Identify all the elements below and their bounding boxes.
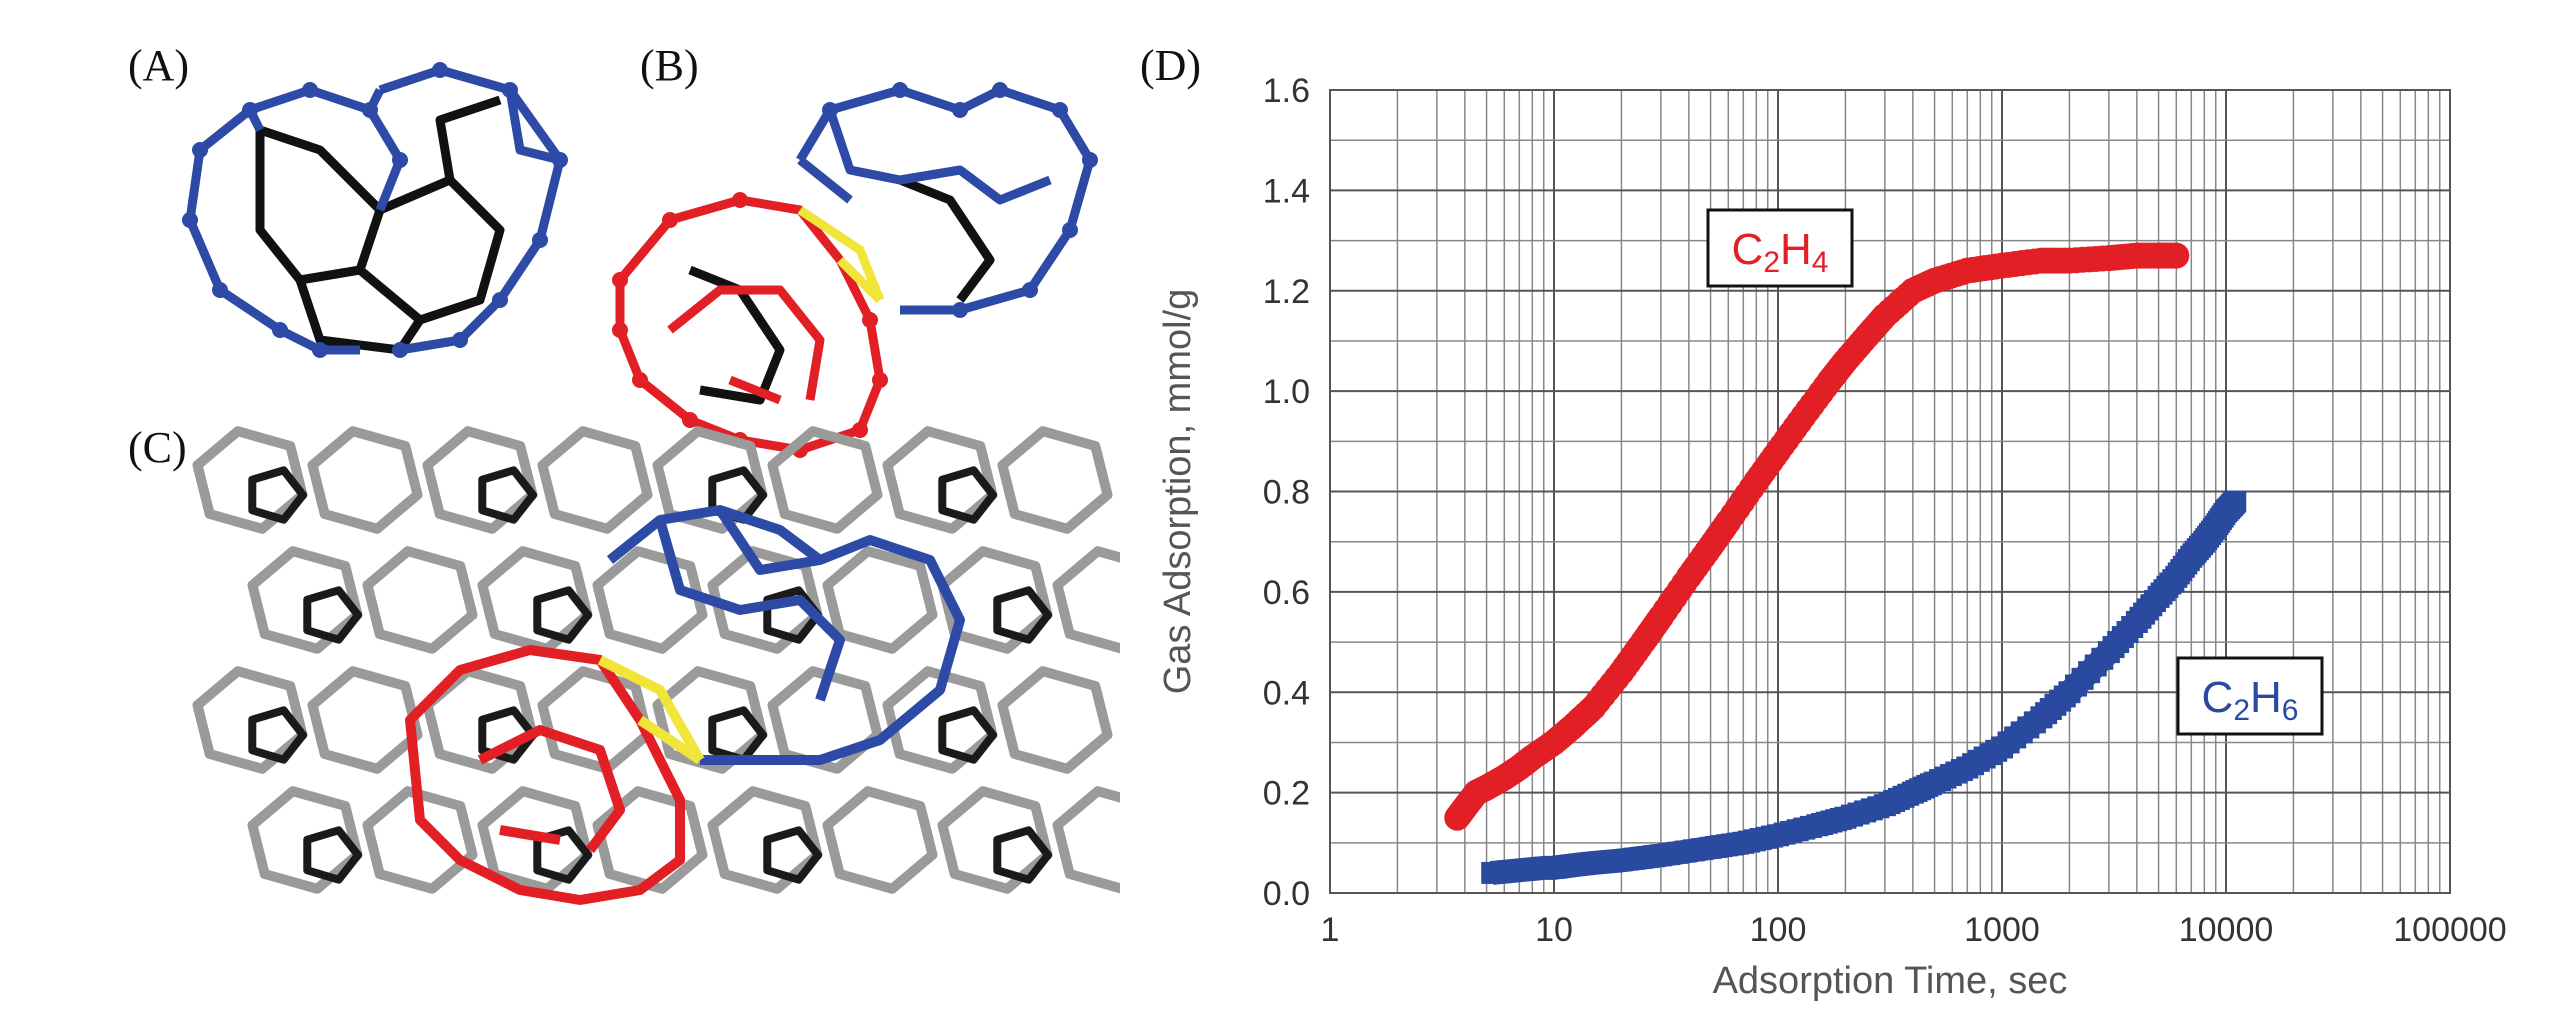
lattice-ring — [592, 546, 708, 654]
lattice-ring — [192, 666, 308, 774]
series-C2H4 — [1444, 242, 2190, 831]
y-tick-label: 0.8 — [1263, 474, 1310, 512]
lattice-ring — [422, 426, 538, 534]
lattice-ring — [247, 546, 363, 654]
x-tick-label: 1 — [1321, 911, 1340, 949]
lattice-ring — [767, 426, 883, 534]
series-label-text: C2H4 — [1732, 225, 1829, 279]
panel-label-d: (D) — [1140, 41, 1202, 90]
lattice-ring-inner — [533, 586, 592, 644]
panel-label-c: (C) — [128, 423, 187, 472]
lattice-ring-inner — [763, 826, 822, 884]
series-label-C2H4: C2H4 — [1706, 208, 1854, 288]
lattice-ring — [477, 786, 593, 894]
x-tick-label: 1000 — [1964, 911, 2040, 949]
lattice-ring-inner — [938, 706, 997, 764]
lattice-ring-inner — [478, 466, 537, 524]
lattice-ring — [307, 666, 423, 774]
series-label-box — [1706, 208, 1854, 288]
x-tick-label: 10000 — [2179, 911, 2274, 949]
lattice-ring-inner — [993, 826, 1052, 884]
y-tick-label: 0.2 — [1263, 775, 1310, 813]
cage-a-illustration — [182, 62, 568, 358]
lattice-ring-inner — [303, 826, 362, 884]
lattice-ring — [937, 786, 1053, 894]
lattice-ring-inner — [763, 586, 822, 644]
x-tick-label: 100 — [1750, 911, 1807, 949]
lattice-ring — [537, 426, 653, 534]
y-tick-label: 1.4 — [1263, 172, 1310, 210]
x-tick-labels: 1 10 100 1000 10000 100000 — [1321, 911, 2507, 949]
lattice-ring — [192, 426, 308, 534]
lattice-ring — [247, 786, 363, 894]
lattice-ring-inner — [533, 826, 592, 884]
series-labels: C2H4 C2H6 — [1706, 208, 2324, 736]
lattice-ring — [362, 546, 478, 654]
lattice-ring-inner — [303, 586, 362, 644]
lattice-ring — [822, 546, 938, 654]
y-tick-label: 1.6 — [1263, 72, 1310, 110]
lattice-ring — [882, 426, 998, 534]
lattice-ring-inner — [248, 706, 307, 764]
lattice-ring-inner — [248, 466, 307, 524]
chart-series — [1444, 242, 2247, 885]
lattice-ring — [1052, 546, 1120, 654]
lattice-ring — [997, 426, 1113, 534]
lattice-ring — [592, 786, 708, 894]
y-tick-label: 1.2 — [1263, 273, 1310, 311]
lattice-ring — [652, 666, 768, 774]
plot-frame — [1329, 89, 2451, 894]
x-axis-title: Adsorption Time, sec — [1713, 960, 2068, 1002]
y-tick-label: 0.6 — [1263, 574, 1310, 612]
series-label-box — [2176, 656, 2324, 736]
lattice-ring — [1052, 786, 1120, 894]
lattice-ring-inner — [478, 706, 537, 764]
series-C2H6 — [1481, 490, 2247, 885]
cage-b-illustration — [612, 82, 1098, 458]
lattice-ring — [307, 426, 423, 534]
lattice-ring — [652, 426, 768, 534]
panel-label-b: (B) — [640, 41, 699, 90]
lattice-ring — [822, 786, 938, 894]
y-tick-labels: 0.0 0.2 0.4 0.6 0.8 1.0 1.2 1.4 1.6 — [1263, 72, 1310, 913]
framework-lattice-illustration — [192, 426, 1120, 905]
lattice-ring-inner — [938, 466, 997, 524]
data-point — [2224, 490, 2247, 513]
lattice-ring — [882, 666, 998, 774]
x-tick-label: 10 — [1535, 911, 1573, 949]
series-label-text: C2H6 — [2202, 673, 2299, 727]
lattice-ring — [362, 786, 478, 894]
lattice-ring — [767, 666, 883, 774]
series-label-C2H6: C2H6 — [2176, 656, 2324, 736]
lattice-ring — [707, 786, 823, 894]
lattice-ring-inner — [993, 586, 1052, 644]
y-tick-label: 0.4 — [1263, 674, 1310, 712]
zeolite-structure-illustrations — [182, 62, 1120, 905]
data-point — [2163, 242, 2190, 269]
y-tick-label: 1.0 — [1263, 373, 1310, 411]
y-tick-label: 0.0 — [1263, 875, 1310, 913]
panel-label-a: (A) — [128, 41, 190, 90]
x-tick-label: 100000 — [2393, 911, 2506, 949]
lattice-ring — [997, 666, 1113, 774]
y-axis-title: Gas Adsorption, mmol/g — [1157, 289, 1199, 695]
